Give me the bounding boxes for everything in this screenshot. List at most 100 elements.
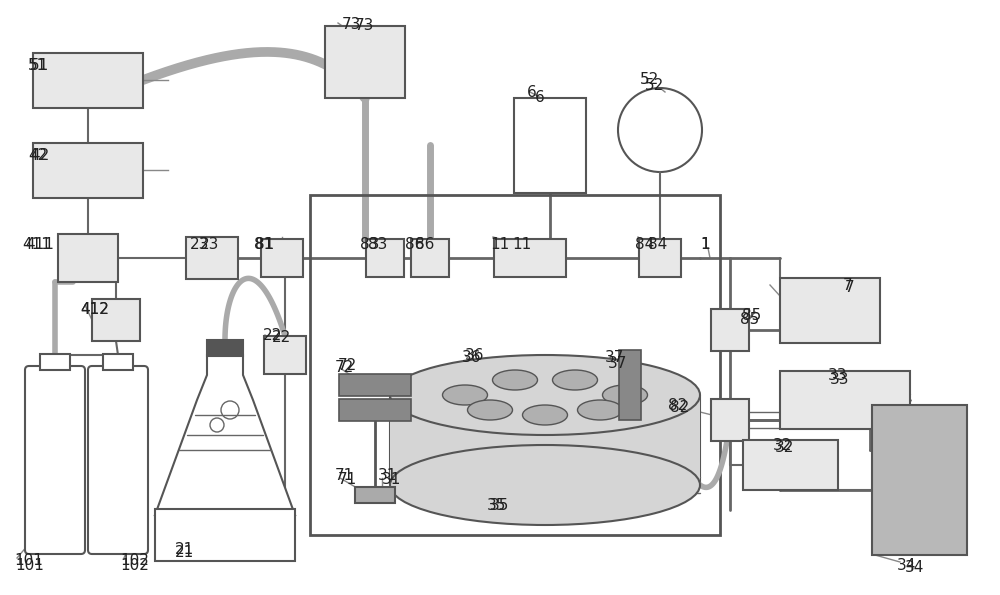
Text: 101: 101 [14, 553, 43, 568]
Text: 102: 102 [120, 553, 149, 568]
Text: 23: 23 [190, 237, 209, 252]
Text: 1: 1 [700, 237, 710, 252]
Ellipse shape [468, 400, 512, 420]
Text: 35: 35 [490, 498, 509, 513]
Text: 84: 84 [635, 237, 654, 252]
Text: 23: 23 [200, 237, 219, 252]
Text: 7: 7 [843, 278, 853, 293]
Text: 72: 72 [335, 360, 354, 375]
Bar [711, 309, 749, 351]
Text: 31: 31 [378, 468, 397, 483]
Text: 34: 34 [897, 558, 916, 573]
Text: 31: 31 [382, 472, 401, 487]
Bar [33, 142, 143, 198]
Ellipse shape [390, 355, 700, 435]
Bar [92, 299, 140, 341]
Bar [619, 350, 641, 420]
Text: 85: 85 [742, 308, 761, 323]
Text: 83: 83 [368, 237, 387, 252]
Text: 71: 71 [338, 472, 357, 487]
Text: 37: 37 [608, 356, 627, 371]
Text: 102: 102 [120, 558, 149, 573]
Ellipse shape [442, 385, 488, 405]
Bar [339, 399, 411, 421]
Bar [780, 277, 880, 343]
Text: 32: 32 [775, 440, 794, 455]
Bar [366, 239, 404, 277]
Text: 411: 411 [25, 237, 54, 252]
Bar [325, 26, 405, 98]
FancyBboxPatch shape [25, 366, 85, 554]
Bar [207, 340, 243, 356]
Bar [390, 400, 700, 490]
Text: 82: 82 [670, 400, 689, 415]
Text: 7: 7 [845, 280, 855, 295]
Bar [40, 354, 70, 370]
Bar [155, 509, 295, 561]
Text: 6: 6 [527, 85, 537, 100]
Bar [514, 98, 586, 193]
Text: 51: 51 [30, 58, 49, 73]
Text: 81: 81 [255, 237, 274, 252]
Text: 73: 73 [355, 18, 374, 33]
Ellipse shape [602, 385, 648, 405]
Bar [355, 487, 395, 503]
Text: 42: 42 [28, 148, 47, 163]
FancyBboxPatch shape [88, 366, 148, 554]
Bar [186, 237, 238, 279]
Text: 6: 6 [535, 90, 545, 105]
Bar [494, 239, 566, 277]
Text: 85: 85 [740, 312, 759, 327]
Bar [261, 239, 303, 277]
Text: 52: 52 [640, 72, 659, 87]
Text: 71: 71 [335, 468, 354, 483]
Text: 73: 73 [342, 17, 361, 32]
Text: 101: 101 [15, 558, 44, 573]
Text: 411: 411 [22, 237, 51, 252]
Text: 52: 52 [645, 78, 664, 93]
Text: 36: 36 [462, 350, 482, 365]
Text: 21: 21 [175, 545, 194, 560]
Text: 86: 86 [405, 237, 424, 252]
Text: 412: 412 [80, 302, 109, 317]
Bar [711, 399, 749, 441]
Bar [411, 239, 449, 277]
Text: 22: 22 [272, 330, 291, 345]
Text: 33: 33 [828, 368, 847, 383]
Polygon shape [155, 355, 295, 515]
Ellipse shape [552, 370, 598, 390]
Ellipse shape [390, 445, 700, 525]
Ellipse shape [578, 400, 622, 420]
Text: 1: 1 [700, 237, 710, 252]
Text: 51: 51 [28, 58, 47, 73]
Bar [58, 234, 118, 282]
Bar [103, 354, 133, 370]
Text: 42: 42 [30, 148, 49, 163]
Text: 412: 412 [80, 302, 109, 317]
Text: 72: 72 [338, 358, 357, 373]
Text: 32: 32 [773, 438, 792, 453]
Text: 35: 35 [487, 498, 506, 513]
Text: 84: 84 [648, 237, 667, 252]
Bar [872, 405, 967, 555]
Text: 83: 83 [360, 237, 379, 252]
Text: 21: 21 [175, 542, 194, 557]
Text: 11: 11 [512, 237, 531, 252]
Text: 33: 33 [830, 372, 849, 387]
Text: 22: 22 [263, 328, 282, 343]
Bar [780, 371, 910, 429]
Text: 81: 81 [254, 237, 273, 252]
Bar [33, 52, 143, 108]
Text: 82: 82 [668, 398, 687, 413]
Text: 11: 11 [490, 237, 509, 252]
Text: 36: 36 [465, 348, 484, 363]
Bar [310, 195, 720, 535]
Bar [742, 440, 838, 490]
Ellipse shape [522, 405, 568, 425]
Bar [639, 239, 681, 277]
Ellipse shape [492, 370, 538, 390]
Bar [339, 374, 411, 396]
Bar [264, 336, 306, 374]
Text: 86: 86 [415, 237, 434, 252]
Text: 37: 37 [605, 350, 624, 365]
